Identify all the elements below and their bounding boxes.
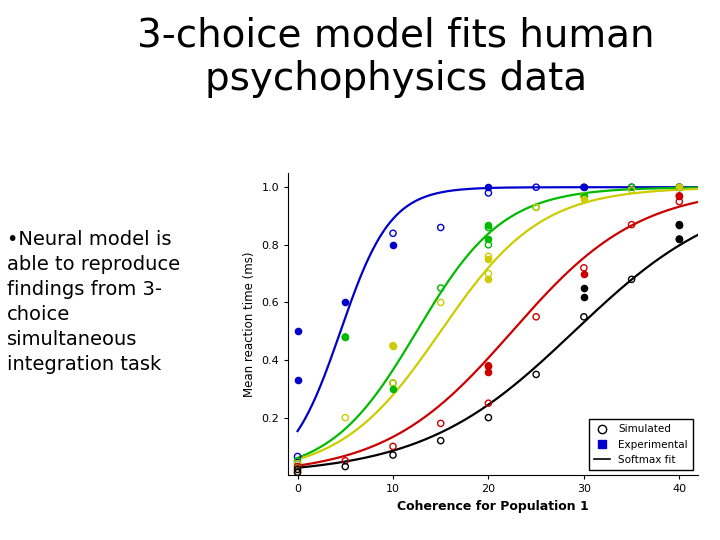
Point [482, 220, 494, 229]
Point [578, 192, 590, 200]
Point [626, 186, 637, 194]
Y-axis label: Mean reaction time (ms): Mean reaction time (ms) [243, 251, 256, 397]
Point [482, 399, 494, 408]
Point [482, 361, 494, 370]
Point [578, 269, 590, 278]
Point [531, 313, 542, 321]
Point [482, 255, 494, 264]
Point [340, 333, 351, 341]
Point [340, 333, 351, 341]
Point [673, 183, 685, 192]
Point [435, 298, 446, 307]
Point [578, 183, 590, 192]
Point [578, 313, 590, 321]
Point [387, 341, 399, 350]
Point [292, 376, 303, 384]
Point [673, 235, 685, 244]
Point [482, 275, 494, 284]
Point [292, 465, 303, 474]
Point [482, 269, 494, 278]
Point [578, 194, 590, 203]
Point [673, 183, 685, 192]
Point [531, 203, 542, 212]
Point [673, 235, 685, 244]
Point [673, 220, 685, 229]
Point [435, 223, 446, 232]
Point [292, 327, 303, 335]
Point [292, 462, 303, 471]
Point [626, 275, 637, 284]
Point [292, 462, 303, 471]
Point [482, 235, 494, 244]
Point [578, 264, 590, 272]
Point [482, 367, 494, 376]
Point [673, 220, 685, 229]
Point [435, 284, 446, 292]
Point [387, 451, 399, 460]
Point [292, 465, 303, 474]
Point [340, 456, 351, 465]
Point [531, 183, 542, 192]
Point [482, 223, 494, 232]
Point [673, 183, 685, 192]
Point [482, 252, 494, 261]
Point [531, 203, 542, 212]
Point [531, 370, 542, 379]
Point [673, 192, 685, 200]
Point [673, 183, 685, 192]
Point [482, 240, 494, 249]
Point [387, 240, 399, 249]
Point [387, 379, 399, 387]
Point [387, 442, 399, 451]
Point [673, 183, 685, 192]
Point [340, 462, 351, 471]
Text: 3-choice model fits human
psychophysics data: 3-choice model fits human psychophysics … [138, 16, 654, 98]
Point [292, 468, 303, 477]
Point [673, 183, 685, 192]
Point [626, 220, 637, 229]
Point [340, 413, 351, 422]
Point [387, 379, 399, 387]
Text: •Neural model is
able to reproduce
findings from 3-
choice
simultaneous
integrat: •Neural model is able to reproduce findi… [7, 231, 180, 374]
Point [626, 183, 637, 192]
Point [435, 436, 446, 445]
X-axis label: Coherence for Population 1: Coherence for Population 1 [397, 500, 589, 513]
Point [578, 183, 590, 192]
Point [482, 188, 494, 197]
Point [673, 197, 685, 206]
Point [387, 384, 399, 393]
Point [578, 192, 590, 200]
Point [292, 452, 303, 461]
Legend: Simulated, Experimental, Softmax fit: Simulated, Experimental, Softmax fit [589, 419, 693, 470]
Point [626, 183, 637, 192]
Point [340, 298, 351, 307]
Point [292, 460, 303, 468]
Point [578, 292, 590, 301]
Point [578, 192, 590, 200]
Point [673, 183, 685, 192]
Point [292, 456, 303, 465]
Point [435, 419, 446, 428]
Point [578, 284, 590, 292]
Point [292, 460, 303, 468]
Point [673, 192, 685, 200]
Point [387, 341, 399, 350]
Point [292, 468, 303, 477]
Point [387, 229, 399, 238]
Point [482, 413, 494, 422]
Point [482, 183, 494, 192]
Point [482, 361, 494, 370]
